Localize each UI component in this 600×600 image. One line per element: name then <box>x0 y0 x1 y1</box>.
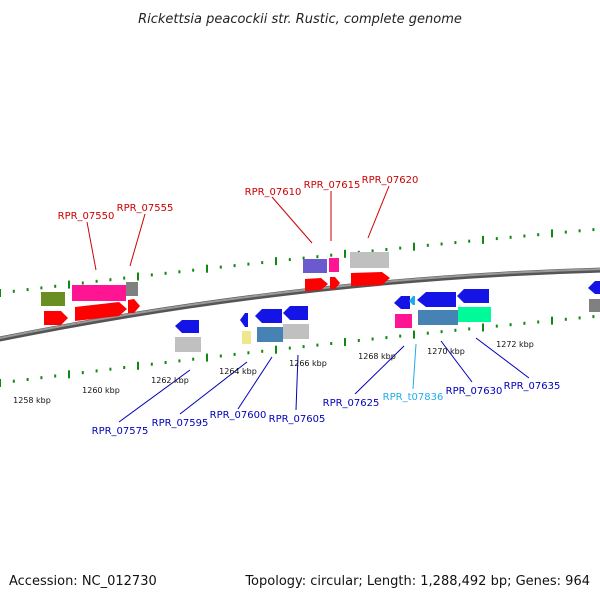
gene-arrow-red-3[interactable] <box>128 299 140 313</box>
gene-feature-olive[interactable] <box>41 292 65 306</box>
gene-arrow-red-1[interactable] <box>44 311 68 325</box>
gene-arrow-blue-8[interactable] <box>588 281 600 294</box>
tick-label-1272: 1272 kbp <box>496 340 534 349</box>
tick-label-1264: 1264 kbp <box>219 367 257 376</box>
gene-label-rpr-07615[interactable]: RPR_07615 <box>304 180 361 191</box>
gene-label-rpr-07635[interactable]: RPR_07635 <box>504 381 561 392</box>
gene-arrow-blue-7[interactable] <box>457 289 489 303</box>
genome-summary-text: Topology: circular; Length: 1,288,492 bp… <box>244 574 590 589</box>
gene-feature-rpr-07625[interactable] <box>395 314 412 328</box>
genome-backbone <box>0 267 600 342</box>
tick-label-1270: 1270 kbp <box>427 347 465 356</box>
gene-feature-rpr-07615[interactable] <box>329 258 339 272</box>
gene-feature-rpr-07600[interactable] <box>257 327 283 342</box>
map-title: Rickettsia peacockii str. Rustic, comple… <box>138 12 462 27</box>
gene-label-rpr-07620[interactable]: RPR_07620 <box>362 175 419 186</box>
gene-label-rpr-t07836[interactable]: RPR_t07836 <box>383 392 444 403</box>
genome-backbone-highlight <box>0 268 600 340</box>
gene-feature-edge-grey[interactable] <box>589 299 600 312</box>
gene-feature-rpr-07605[interactable] <box>283 324 309 339</box>
gene-feature-rpr-07555[interactable] <box>126 282 138 296</box>
gene-feature-rpr-07610[interactable] <box>303 259 327 273</box>
gene-feature-rpr-07595[interactable] <box>242 331 251 344</box>
tick-label-1260: 1260 kbp <box>82 386 120 395</box>
gene-label-rpr-07605[interactable]: RPR_07605 <box>269 414 326 425</box>
reverse-tick-track <box>0 315 595 387</box>
gene-feature-rpr-07575[interactable] <box>175 337 201 352</box>
gene-label-rpr-07575[interactable]: RPR_07575 <box>92 426 149 437</box>
gene-arrow-blue-1[interactable] <box>175 320 199 333</box>
gene-feature-rpr-07635[interactable] <box>458 307 491 322</box>
forward-label-leaders <box>86 185 390 271</box>
tick-label-1266: 1266 kbp <box>289 359 327 368</box>
accession-text: Accession: NC_012730 <box>9 574 157 589</box>
gene-arrow-blue-4[interactable] <box>283 306 308 320</box>
tick-label-1258: 1258 kbp <box>13 396 51 405</box>
forward-strand-features <box>41 252 390 325</box>
trna-label-leader <box>412 343 417 390</box>
tick-label-1262: 1262 kbp <box>151 376 189 385</box>
gene-arrow-red-4[interactable] <box>305 278 328 291</box>
reverse-label-leaders <box>118 337 530 423</box>
gene-label-rpr-07610[interactable]: RPR_07610 <box>245 187 302 198</box>
trna-feature-rpr-t07836[interactable] <box>409 296 415 305</box>
gene-label-rpr-07625[interactable]: RPR_07625 <box>323 398 380 409</box>
gene-arrow-blue-5[interactable] <box>394 296 410 309</box>
gene-arrow-blue-3[interactable] <box>255 309 282 323</box>
gene-feature-rpr-07630[interactable] <box>418 310 458 325</box>
gene-arrow-red-5[interactable] <box>330 277 340 289</box>
gene-label-rpr-07555[interactable]: RPR_07555 <box>117 203 174 214</box>
gene-label-rpr-07630[interactable]: RPR_07630 <box>446 386 503 397</box>
gene-feature-rpr-07620[interactable] <box>350 252 389 268</box>
gene-arrow-red-2[interactable] <box>75 302 127 321</box>
gene-arrow-blue-6[interactable] <box>417 292 456 307</box>
gene-arrow-red-6[interactable] <box>351 272 390 286</box>
tick-label-1268: 1268 kbp <box>358 352 396 361</box>
reverse-strand-features <box>175 281 600 352</box>
gene-arrow-blue-2[interactable] <box>240 313 248 327</box>
gene-feature-rpr-07550[interactable] <box>72 285 126 301</box>
forward-gene-labels: RPR_07550 RPR_07555 RPR_07610 RPR_07615 … <box>58 175 419 222</box>
gene-label-rpr-07550[interactable]: RPR_07550 <box>58 211 115 222</box>
gene-label-rpr-07600[interactable]: RPR_07600 <box>210 410 267 421</box>
gene-label-rpr-07595[interactable]: RPR_07595 <box>152 418 209 429</box>
forward-tick-track <box>0 228 595 297</box>
reverse-gene-labels: RPR_07575 RPR_07595 RPR_07600 RPR_07605 … <box>92 381 561 437</box>
